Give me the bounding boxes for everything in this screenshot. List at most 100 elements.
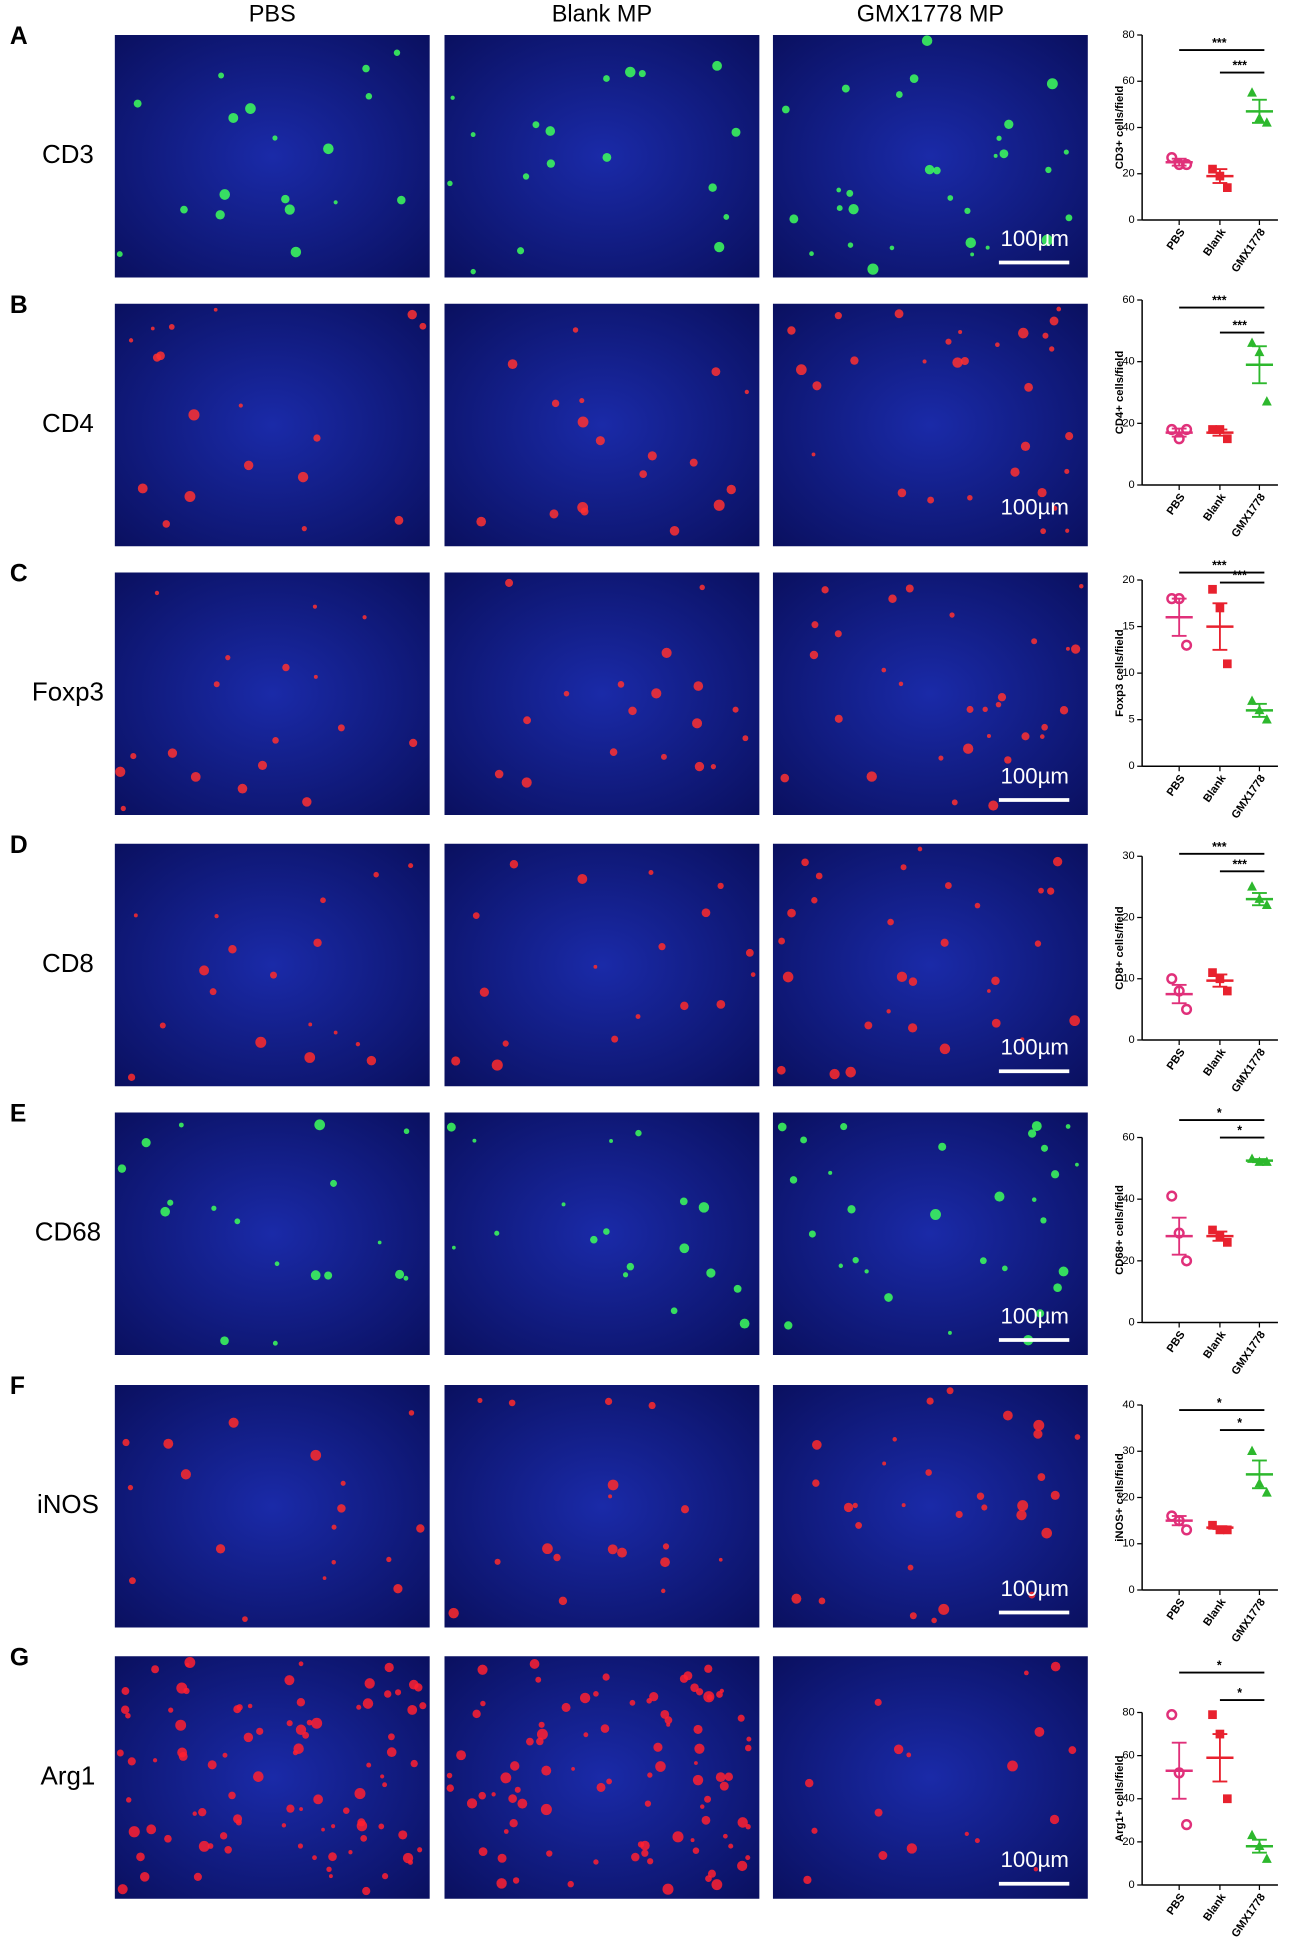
stained-cell: [894, 309, 904, 319]
stained-cell: [964, 207, 971, 214]
stained-cell: [298, 1661, 304, 1667]
stained-cell: [593, 964, 598, 969]
stained-cell: [393, 1584, 403, 1594]
stained-cell: [255, 1036, 267, 1048]
y-axis-label: CD4+ cells/field: [1114, 351, 1126, 435]
stained-cell: [660, 1557, 670, 1568]
stained-cell: [282, 663, 290, 672]
stained-cell: [780, 773, 790, 783]
stained-cell: [508, 1794, 517, 1803]
micrograph: [444, 1112, 760, 1355]
micrograph: [444, 35, 760, 278]
data-point: [1247, 87, 1257, 97]
stained-cell: [836, 187, 842, 193]
stained-cell: [1051, 1170, 1060, 1179]
stained-cell: [561, 1202, 566, 1207]
stained-cell: [981, 1504, 988, 1511]
stained-cell: [128, 338, 134, 343]
data-point: [1223, 659, 1232, 669]
stained-cell: [694, 1743, 705, 1754]
x-tick-label: Blank: [1201, 491, 1229, 524]
y-tick-label: 10: [1122, 1538, 1134, 1550]
stained-cell: [470, 268, 476, 275]
stained-cell: [297, 1843, 304, 1849]
stained-cell: [580, 507, 589, 516]
stained-cell: [938, 755, 944, 761]
stained-cell: [159, 1022, 166, 1029]
row-label: CD68: [35, 1217, 101, 1247]
stained-cell: [940, 938, 949, 947]
y-tick-label: 0: [1129, 1584, 1135, 1596]
stained-cell: [178, 1751, 188, 1761]
stained-cell: [967, 494, 973, 501]
stained-cell: [228, 112, 239, 123]
stained-cell: [407, 1704, 418, 1715]
stained-cell: [472, 1709, 481, 1719]
stained-cell: [1065, 1124, 1071, 1129]
stained-cell: [808, 1230, 816, 1238]
stained-cell: [494, 1558, 501, 1565]
y-tick-label: 40: [1122, 356, 1134, 368]
stained-cell: [742, 735, 749, 742]
stained-cell: [167, 748, 178, 758]
stained-cell: [446, 1772, 453, 1779]
data-point: [1208, 1520, 1217, 1530]
stained-cell: [398, 1830, 408, 1840]
stained-cell: [590, 1235, 598, 1244]
significance-label: ***: [1212, 558, 1227, 572]
stained-cell: [1018, 327, 1029, 339]
sem-bar: [1252, 1838, 1267, 1854]
stained-cell: [737, 1860, 748, 1872]
stained-cell: [938, 1142, 947, 1151]
stained-cell: [701, 1815, 711, 1825]
stained-cell: [377, 1240, 382, 1245]
stained-cell: [1069, 1015, 1080, 1027]
y-tick-label: 0: [1129, 1879, 1135, 1891]
stained-cell: [1016, 1509, 1027, 1521]
stained-cell: [653, 1742, 663, 1752]
y-tick-label: 40: [1122, 121, 1134, 133]
data-point: [1261, 714, 1272, 724]
stained-cell: [115, 766, 126, 777]
stained-cell: [965, 237, 977, 249]
stained-cell: [295, 1724, 307, 1736]
stained-cell: [417, 1847, 423, 1853]
stained-cell: [812, 1439, 822, 1450]
stained-cell: [991, 976, 1000, 986]
stained-cell: [222, 1752, 228, 1758]
stained-cell: [526, 1737, 534, 1746]
stained-cell: [497, 1853, 507, 1863]
stained-cell: [787, 326, 796, 335]
micrograph: [114, 572, 430, 815]
stained-cell: [993, 153, 998, 158]
stained-cell: [850, 356, 859, 365]
stained-cell: [809, 650, 819, 660]
stained-cell: [750, 972, 756, 977]
stained-cell: [635, 1129, 642, 1137]
stained-cell: [517, 1798, 528, 1809]
stained-cell: [704, 1795, 712, 1803]
y-tick-label: 40: [1122, 1193, 1134, 1205]
stained-cell: [121, 1687, 130, 1695]
stained-cell: [1033, 1867, 1039, 1872]
stained-cell: [199, 965, 210, 976]
stained-cell: [1050, 1661, 1061, 1672]
stained-cell: [529, 1659, 540, 1669]
stained-cell: [777, 1122, 787, 1132]
panel-letter: D: [10, 832, 28, 859]
stained-cell: [178, 1122, 184, 1128]
stained-cell: [185, 1662, 190, 1668]
stained-cell: [365, 92, 373, 100]
y-tick-label: 0: [1129, 479, 1135, 491]
data-point: [1208, 584, 1217, 594]
stained-cell: [228, 1417, 239, 1428]
stained-cell: [243, 1732, 254, 1743]
panel-letter: A: [10, 23, 28, 50]
x-tick-label: PBS: [1165, 1891, 1188, 1917]
stained-cell: [219, 189, 230, 200]
stained-cell: [847, 242, 854, 248]
stained-cell: [408, 1410, 415, 1416]
stained-cell: [679, 1243, 690, 1254]
column-header: GMX1778 MP: [857, 1, 1004, 27]
